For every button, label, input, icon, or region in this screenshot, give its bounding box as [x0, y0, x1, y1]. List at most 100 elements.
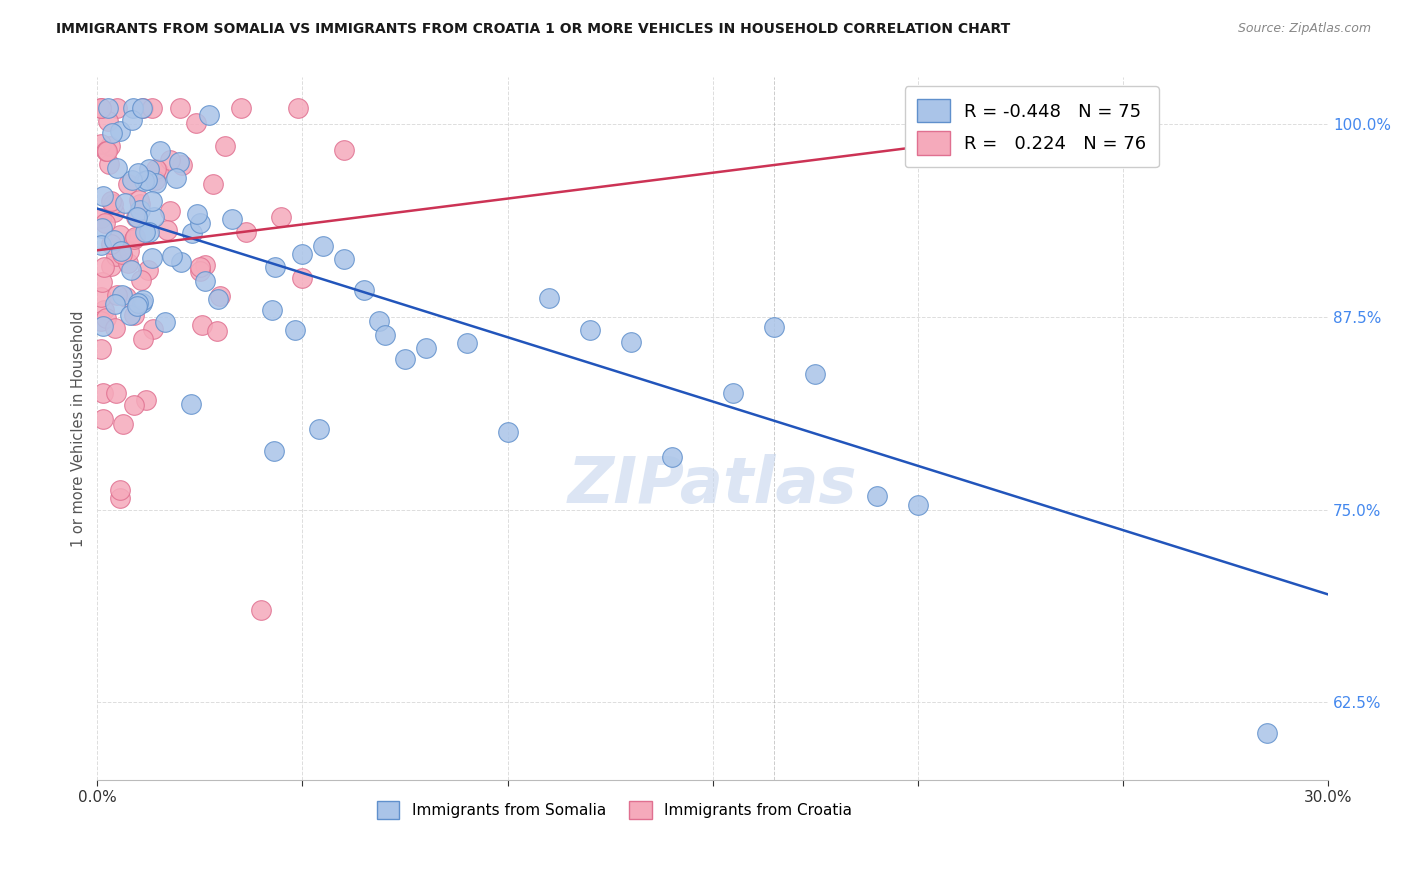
Point: [496, 425, 519, 439]
Point: [291, 247, 314, 261]
Point: [308, 422, 330, 436]
Point: [620, 334, 643, 349]
Point: [368, 314, 391, 328]
Point: [146, 164, 169, 178]
Point: [127, 166, 149, 180]
Point: [114, 196, 136, 211]
Point: [193, 258, 215, 272]
Point: [661, 450, 683, 464]
Point: [169, 101, 191, 115]
Point: [104, 297, 127, 311]
Point: [91, 221, 114, 235]
Point: [181, 227, 204, 241]
Point: [115, 290, 138, 304]
Point: [159, 204, 181, 219]
Point: [132, 332, 155, 346]
Point: [312, 239, 335, 253]
Point: [263, 260, 285, 275]
Point: [110, 124, 132, 138]
Point: [97, 101, 120, 115]
Point: [104, 249, 127, 263]
Point: [90, 101, 112, 115]
Point: [209, 289, 232, 303]
Point: [138, 225, 160, 239]
Point: [262, 303, 284, 318]
Point: [287, 101, 309, 115]
Point: [108, 483, 131, 497]
Point: [117, 256, 139, 270]
Point: [129, 273, 152, 287]
Point: [136, 173, 159, 187]
Point: [131, 101, 153, 115]
Point: [103, 204, 125, 219]
Point: [132, 174, 155, 188]
Text: IMMIGRANTS FROM SOMALIA VS IMMIGRANTS FROM CROATIA 1 OR MORE VEHICLES IN HOUSEHO: IMMIGRANTS FROM SOMALIA VS IMMIGRANTS FR…: [56, 22, 1011, 37]
Point: [141, 251, 163, 265]
Point: [100, 259, 122, 273]
Point: [105, 161, 128, 175]
Point: [100, 194, 122, 208]
Point: [105, 386, 128, 401]
Point: [97, 157, 120, 171]
Point: [156, 223, 179, 237]
Point: [129, 197, 152, 211]
Y-axis label: 1 or more Vehicles in Household: 1 or more Vehicles in Household: [72, 310, 86, 547]
Point: [221, 212, 243, 227]
Point: [229, 101, 252, 115]
Point: [180, 397, 202, 411]
Point: [214, 139, 236, 153]
Point: [160, 249, 183, 263]
Point: [90, 136, 112, 151]
Point: [118, 244, 141, 258]
Point: [93, 216, 115, 230]
Point: [125, 299, 148, 313]
Point: [97, 114, 120, 128]
Point: [111, 417, 134, 432]
Point: [93, 302, 115, 317]
Point: [723, 385, 745, 400]
Point: [110, 244, 132, 259]
Point: [105, 288, 128, 302]
Point: [250, 602, 273, 616]
Point: [763, 319, 786, 334]
Point: [145, 177, 167, 191]
Point: [142, 322, 165, 336]
Point: [118, 308, 141, 322]
Point: [132, 293, 155, 307]
Point: [91, 275, 114, 289]
Point: [108, 228, 131, 243]
Point: [91, 386, 114, 401]
Point: [270, 210, 292, 224]
Point: [124, 230, 146, 244]
Point: [332, 144, 354, 158]
Point: [188, 260, 211, 274]
Point: [94, 311, 117, 326]
Point: [456, 335, 478, 350]
Point: [907, 498, 929, 512]
Point: [121, 112, 143, 127]
Point: [125, 210, 148, 224]
Point: [105, 101, 128, 115]
Point: [263, 444, 285, 458]
Point: [141, 194, 163, 209]
Point: [166, 171, 188, 186]
Point: [90, 238, 112, 252]
Point: [132, 101, 155, 115]
Point: [415, 342, 437, 356]
Point: [143, 210, 166, 224]
Point: [353, 283, 375, 297]
Point: [186, 206, 208, 220]
Point: [131, 295, 153, 310]
Point: [117, 177, 139, 191]
Point: [159, 153, 181, 167]
Point: [153, 315, 176, 329]
Point: [125, 210, 148, 224]
Point: [149, 144, 172, 158]
Point: [207, 293, 229, 307]
Point: [170, 255, 193, 269]
Point: [141, 101, 163, 115]
Point: [578, 322, 600, 336]
Point: [90, 314, 112, 328]
Text: Source: ZipAtlas.com: Source: ZipAtlas.com: [1237, 22, 1371, 36]
Point: [198, 108, 221, 122]
